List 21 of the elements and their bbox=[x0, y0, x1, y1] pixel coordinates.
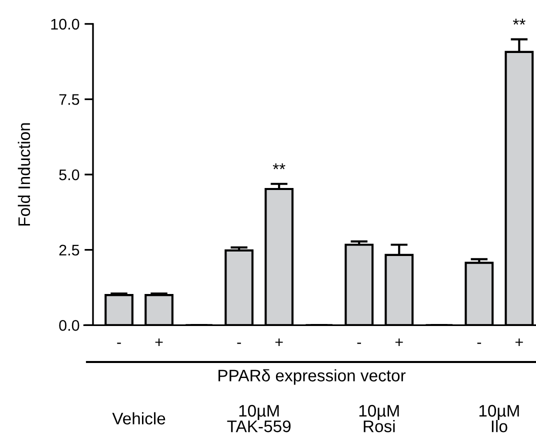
text: 10µM Rosi bbox=[359, 404, 399, 432]
x-axis-title: PPARδ expression vector bbox=[218, 369, 406, 385]
text: 10µM TAK-559 bbox=[227, 404, 291, 432]
x-tick-label: - bbox=[477, 342, 482, 344]
x-tick-label: + bbox=[155, 338, 163, 346]
x-tick-label: - bbox=[357, 342, 361, 344]
y-tick-label: 7.5 bbox=[59, 94, 80, 105]
y-tick-label: 5.0 bbox=[59, 169, 80, 180]
x-tick-label: + bbox=[515, 338, 523, 346]
text: 10µM Ilo bbox=[479, 404, 519, 432]
x-tick-label: - bbox=[117, 342, 121, 344]
y-tick-label: 0.0 bbox=[59, 320, 80, 331]
y-axis-title: Fold Induction bbox=[18, 123, 30, 226]
x-tick-label: + bbox=[395, 338, 403, 346]
x-tick-label: + bbox=[275, 338, 283, 346]
x-tick-label: - bbox=[237, 342, 241, 344]
text: Vehicle bbox=[112, 412, 166, 424]
data-label: ** bbox=[512, 18, 526, 25]
y-tick-label: 2.5 bbox=[59, 244, 80, 256]
y-tick-label: 10.0 bbox=[51, 18, 80, 30]
data-label: ** bbox=[272, 163, 286, 170]
